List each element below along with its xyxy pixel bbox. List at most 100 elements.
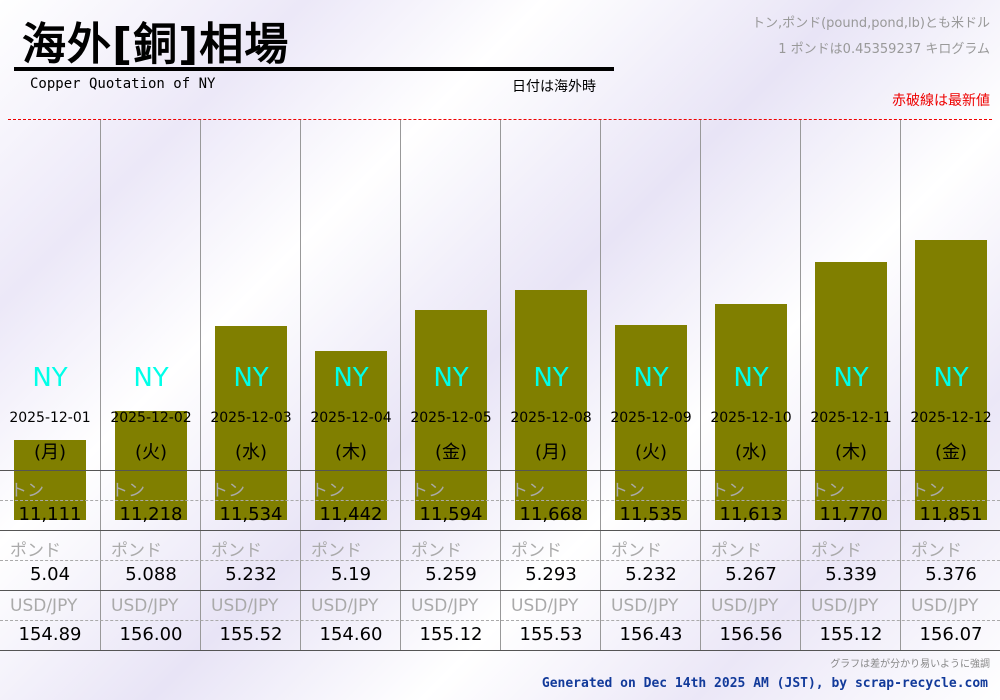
x-tick-date: 2025-12-09 (610, 410, 692, 426)
pound-price-value: 5.267 (725, 564, 777, 585)
date-note: 日付は海外時 (512, 79, 596, 95)
pound-price-value: 5.339 (825, 564, 877, 585)
table-rule (0, 620, 1000, 621)
usd-jpy-label: USD/JPY (411, 596, 479, 616)
pound-label: ポンド (511, 541, 562, 561)
bar-market-label: NY (133, 363, 169, 393)
ton-price-value: 11,594 (419, 504, 483, 525)
usd-jpy-value: 155.12 (419, 624, 483, 645)
table-rule (0, 560, 1000, 561)
usd-jpy-label: USD/JPY (10, 596, 78, 616)
title-underline (14, 67, 614, 71)
pound-price-value: 5.376 (925, 564, 977, 585)
x-tick-date: 2025-12-08 (510, 410, 592, 426)
chart-bar (715, 304, 787, 520)
ton-label: トン (911, 481, 945, 501)
usd-jpy-label: USD/JPY (311, 596, 379, 616)
chart-column: NY 2025-12-08 (月) トン 11,668 ポンド 5.293 USD/JPY 15… (500, 120, 601, 651)
page-title: 海外[銅]相場 (22, 19, 290, 70)
usd-jpy-label: USD/JPY (811, 596, 879, 616)
pound-label: ポンド (10, 541, 61, 561)
pound-price-value: 5.232 (625, 564, 677, 585)
x-tick-weekday: (金) (934, 442, 968, 463)
pound-price-value: 5.04 (29, 564, 71, 585)
usd-jpy-label: USD/JPY (711, 596, 779, 616)
latest-value-line (8, 119, 992, 120)
bar-market-label: NY (833, 363, 869, 393)
ton-label: トン (611, 481, 645, 501)
ton-price-value: 11,668 (519, 504, 583, 525)
bar-market-label: NY (633, 363, 669, 393)
ton-price-value: 11,218 (119, 504, 183, 525)
ton-price-value: 11,851 (919, 504, 983, 525)
chart-bar (515, 289, 587, 520)
usd-jpy-value: 156.43 (619, 624, 683, 645)
usd-jpy-label: USD/JPY (611, 596, 679, 616)
table-rule (0, 470, 1000, 471)
x-tick-date: 2025-12-01 (9, 410, 91, 426)
footer-credit: Generated on Dec 14th 2025 AM (JST), by … (541, 676, 988, 691)
chart-column: NY 2025-12-02 (火) トン 11,218 ポンド 5.088 USD/JPY 15… (100, 120, 201, 651)
chart-bar (415, 309, 487, 520)
usd-jpy-value: 156.00 (119, 624, 183, 645)
usd-jpy-value: 155.12 (819, 624, 883, 645)
pound-label: ポンド (711, 541, 762, 561)
chart-column: NY 2025-12-01 (月) トン 11,111 ポンド 5.04 USD/JPY 154… (0, 120, 100, 651)
x-tick-date: 2025-12-02 (110, 410, 192, 426)
chart-column: NY 2025-12-03 (水) トン 11,534 ポンド 5.232 USD/JPY 15… (200, 120, 301, 651)
chart-bar (14, 440, 86, 520)
ton-price-value: 11,613 (719, 504, 783, 525)
x-tick-date: 2025-12-12 (910, 410, 992, 426)
ton-label: トン (111, 481, 145, 501)
usd-jpy-value: 154.60 (319, 624, 383, 645)
x-tick-weekday: (木) (334, 442, 368, 463)
bar-market-label: NY (333, 363, 369, 393)
footnote: グラフは差が分かり易いように強調 (830, 659, 990, 670)
ton-label: トン (811, 481, 845, 501)
table-rule (0, 530, 1000, 531)
x-tick-date: 2025-12-10 (710, 410, 792, 426)
usd-jpy-value: 155.53 (519, 624, 583, 645)
ton-price-value: 11,534 (219, 504, 283, 525)
ton-label: トン (211, 481, 245, 501)
bar-market-label: NY (533, 363, 569, 393)
x-tick-date: 2025-12-04 (310, 410, 392, 426)
bar-market-label: NY (32, 363, 68, 393)
usd-jpy-label: USD/JPY (211, 596, 279, 616)
pound-label: ポンド (411, 541, 462, 561)
chart-bar (915, 240, 987, 520)
x-tick-date: 2025-12-05 (410, 410, 492, 426)
chart-column: NY 2025-12-04 (木) トン 11,442 ポンド 5.19 USD/JPY 154… (300, 120, 401, 651)
usd-jpy-value: 154.89 (18, 624, 82, 645)
table-rule (0, 500, 1000, 501)
chart-bar (815, 261, 887, 520)
pound-price-value: 5.19 (330, 564, 372, 585)
ton-price-value: 11,442 (319, 504, 383, 525)
usd-jpy-value: 156.56 (719, 624, 783, 645)
ton-label: トン (711, 481, 745, 501)
chart-bar (215, 325, 287, 520)
chart-column: NY 2025-12-11 (木) トン 11,770 ポンド 5.339 USD/JPY 15… (800, 120, 901, 651)
pound-label: ポンド (811, 541, 862, 561)
usd-jpy-value: 156.07 (919, 624, 983, 645)
bar-market-label: NY (733, 363, 769, 393)
x-tick-date: 2025-12-11 (810, 410, 892, 426)
usd-jpy-label: USD/JPY (111, 596, 179, 616)
chart-bar (115, 411, 187, 520)
latest-line-note: 赤破線は最新値 (892, 93, 990, 109)
x-tick-date: 2025-12-03 (210, 410, 292, 426)
usd-jpy-value: 155.52 (219, 624, 283, 645)
x-tick-weekday: (水) (734, 442, 768, 463)
chart-column: NY 2025-12-12 (金) トン 11,851 ポンド 5.376 USD/JPY 15… (900, 120, 1000, 651)
pound-price-value: 5.259 (425, 564, 477, 585)
bar-market-label: NY (933, 363, 969, 393)
chart-column: NY 2025-12-09 (火) トン 11,535 ポンド 5.232 USD/JPY 15… (600, 120, 701, 651)
chart-column: NY 2025-12-10 (水) トン 11,613 ポンド 5.267 USD/JPY 15… (700, 120, 801, 651)
x-tick-weekday: (月) (534, 442, 568, 463)
ton-label: トン (411, 481, 445, 501)
pound-label: ポンド (911, 541, 962, 561)
chart-subtitle: Copper Quotation of NY (30, 76, 216, 92)
bar-market-label: NY (233, 363, 269, 393)
pound-conversion-note: 1 ポンドは0.45359237 キログラム (778, 42, 990, 57)
pound-price-value: 5.088 (125, 564, 177, 585)
